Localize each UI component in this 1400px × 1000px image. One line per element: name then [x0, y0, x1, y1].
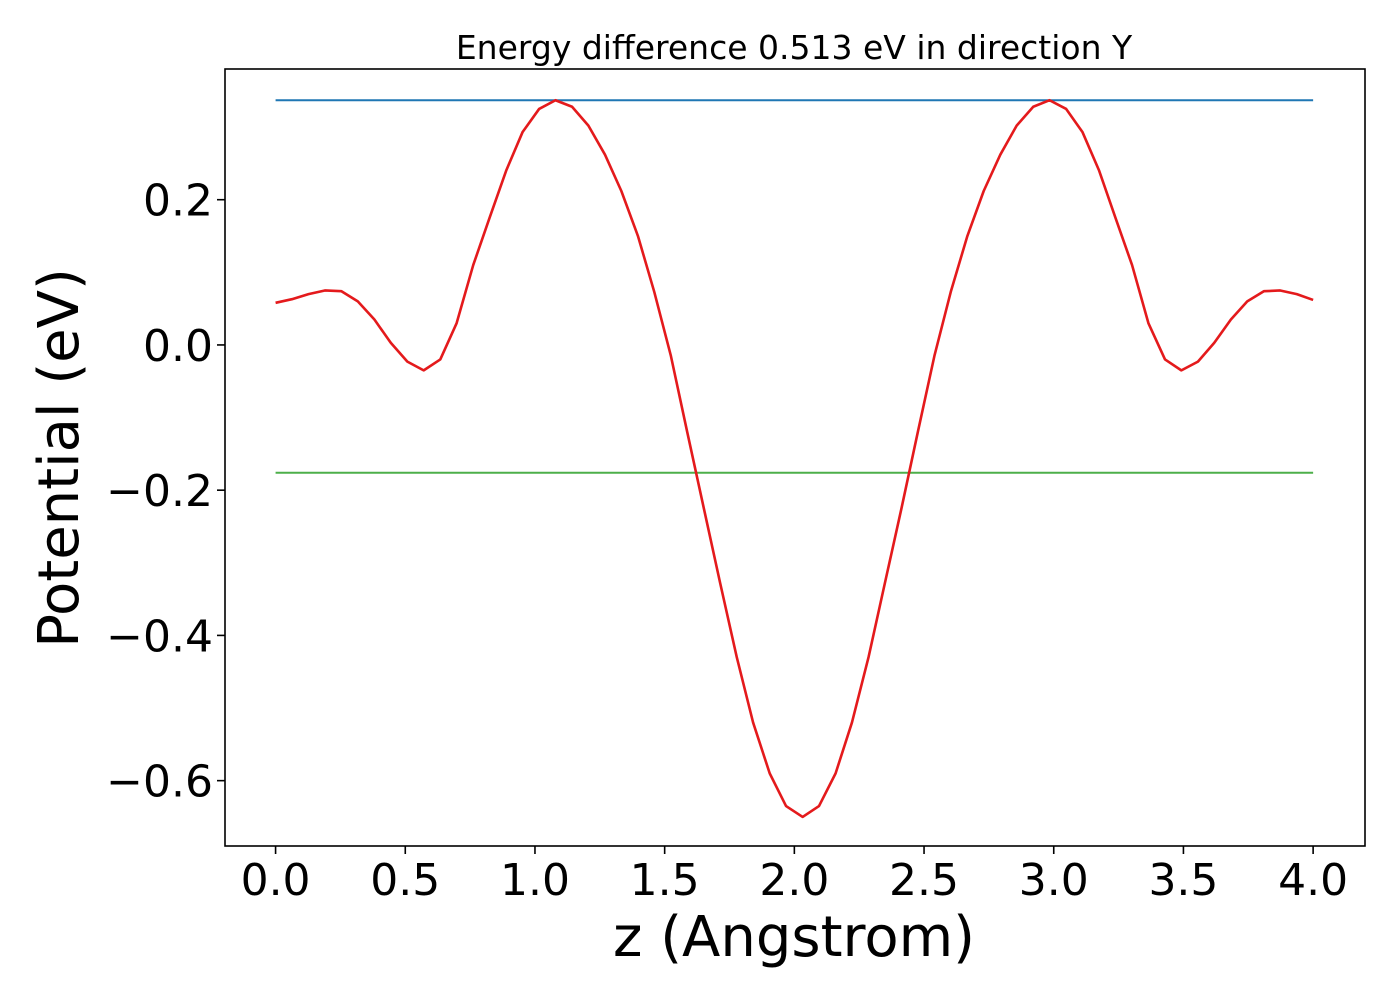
y-tick-label: −0.2: [106, 466, 213, 517]
x-axis: 0.0 0.5 1.0 1.5 2.0 2.5 3.0 3.5 4.0: [241, 846, 1348, 906]
x-tick-label: 1.5: [630, 855, 700, 906]
y-tick-label: −0.4: [106, 611, 213, 662]
plot-frame: [224, 68, 1366, 847]
series-layer: [275, 98, 1314, 819]
y-tick-label: −0.6: [106, 757, 213, 808]
x-tick-label: 3.0: [1019, 855, 1089, 906]
x-tick-label: 1.0: [500, 855, 570, 906]
x-tick-label: 0.0: [241, 855, 311, 906]
x-axis-label: z (Angstrom): [613, 905, 975, 970]
y-axis: 0.2 0.0 −0.2 −0.4 −0.6: [106, 176, 225, 808]
series-line-potential: [275, 98, 1314, 819]
x-tick-label: 2.0: [759, 855, 829, 906]
x-tick-label: 2.5: [889, 855, 959, 906]
y-tick-label: 0.0: [143, 321, 213, 372]
x-tick-label: 3.5: [1148, 855, 1218, 906]
y-axis-label: Potential (eV): [27, 268, 92, 648]
x-tick-label: 4.0: [1278, 855, 1348, 906]
chart-title: Energy difference 0.513 eV in direction …: [456, 28, 1133, 67]
y-tick-label: 0.2: [143, 176, 213, 227]
x-tick-label: 0.5: [370, 855, 440, 906]
